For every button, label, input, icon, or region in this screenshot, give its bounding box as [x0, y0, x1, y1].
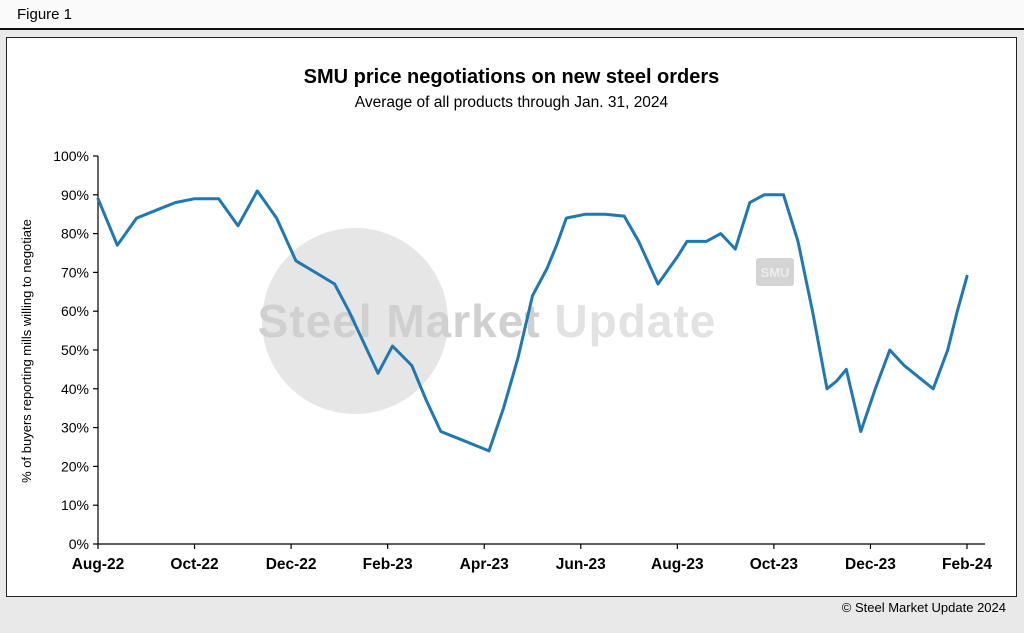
y-tick-label: 0% — [69, 536, 89, 552]
y-tick-label: 40% — [61, 381, 89, 397]
y-tick-label: 10% — [61, 497, 89, 513]
y-tick-label: 90% — [61, 187, 89, 203]
x-tick-label: Oct-23 — [750, 556, 799, 573]
watermark-brand-bold: Steel Market — [257, 295, 541, 347]
watermark-text: Steel Market Update — [107, 295, 867, 347]
figure-label: Figure 1 — [17, 6, 73, 23]
series-line — [96, 189, 969, 453]
line-chart: 0% 10% 20% 30% 40% 50% 60% 70% 80% 90% 100% Aug-22 O… — [53, 148, 992, 573]
x-tick-label: Aug-22 — [72, 556, 125, 573]
y-tick-label: 30% — [61, 420, 89, 436]
x-tick-label: Dec-22 — [266, 556, 317, 573]
y-tick-label: 50% — [61, 342, 89, 358]
chart-panel: Steel Market Update SMU 0% 10% 20% 30% 40% 50… — [6, 37, 1017, 597]
x-tick-label: Dec-23 — [845, 556, 896, 573]
y-tick-label: 70% — [61, 264, 89, 280]
y-axis-title: % of buyers reporting mills willing to n… — [19, 219, 34, 483]
watermark-brand-light: Update — [540, 295, 717, 347]
x-tick-label: Feb-24 — [942, 556, 992, 573]
x-tick-label: Feb-23 — [363, 556, 413, 573]
chart-title: SMU price negotiations on new steel orde… — [303, 66, 720, 88]
x-axis-ticks: Aug-22 Oct-22 Dec-22 Feb-23 Apr-23 Jun-23 Aug-… — [72, 544, 992, 573]
chart-subtitle: Average of all products through Jan. 31,… — [354, 94, 669, 111]
copyright-text: © Steel Market Update 2024 — [841, 600, 1006, 615]
figure-header-bar: Figure 1 — [0, 0, 1024, 30]
y-tick-label: 100% — [53, 148, 89, 164]
watermark-smu-badge: SMU — [756, 258, 794, 286]
x-tick-label: Apr-23 — [460, 556, 509, 573]
y-tick-label: 60% — [61, 303, 89, 319]
y-axis-ticks: 0% 10% 20% 30% 40% 50% 60% 70% 80% 90% 100% — [53, 148, 98, 552]
y-tick-label: 80% — [61, 226, 89, 242]
y-tick-label: 20% — [61, 458, 89, 474]
x-tick-label: Aug-23 — [651, 556, 704, 573]
x-tick-label: Oct-22 — [170, 556, 218, 573]
x-tick-label: Jun-23 — [556, 556, 606, 573]
